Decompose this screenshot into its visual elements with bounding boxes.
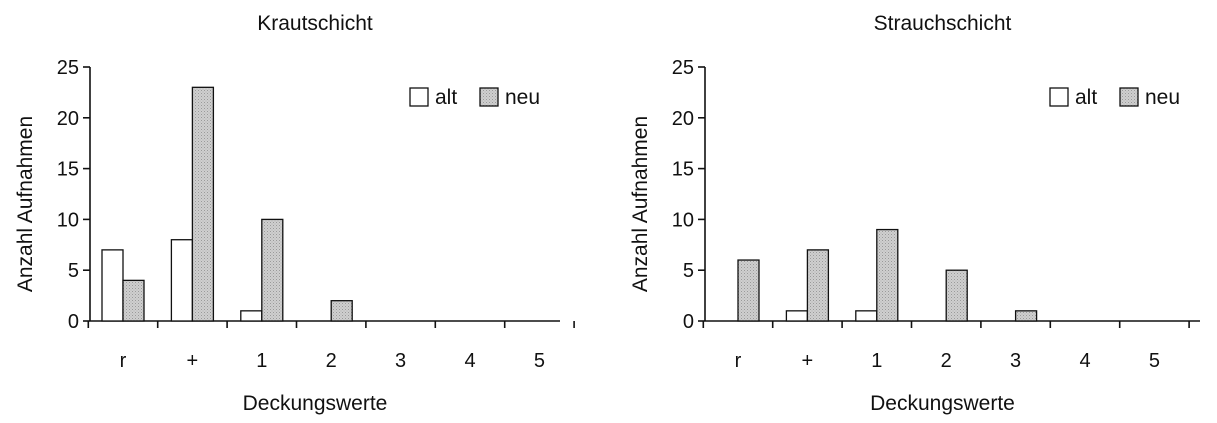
y-tick-label: 5 [683, 260, 694, 282]
bar-neu-+ [806, 249, 830, 322]
y-tick-label: 20 [57, 108, 79, 130]
bar-alt-1 [240, 310, 263, 322]
legend-swatch-alt [1049, 87, 1069, 107]
bar-neu-r [737, 259, 760, 322]
y-tick-label: 0 [68, 311, 79, 333]
x-tick-label: r [120, 350, 127, 372]
bar-alt-1 [855, 310, 878, 322]
y-tick-label: 20 [672, 108, 694, 130]
chart-panel-2: Strauchschicht 0 5 10 15 20 25 r +1 2 3 4 5 Deckungsw… [629, 12, 1200, 415]
x-axis-label: Deckungswerte [870, 392, 1015, 415]
x-tick-label: 1 [256, 350, 267, 372]
legend: alt neu [409, 86, 540, 109]
bar-alt-r [101, 249, 124, 322]
x-tick-label: 4 [464, 350, 475, 372]
legend-label-neu: neu [505, 86, 540, 109]
x-tick-label: 1 [871, 350, 882, 372]
legend-label-alt: alt [435, 86, 457, 109]
y-axis-label: Anzahl Aufnahmen [629, 116, 652, 292]
chart-title: Krautschicht [257, 12, 373, 35]
x-tick-label: 5 [534, 350, 545, 372]
bar-neu-2 [330, 300, 353, 322]
chart-title: Strauchschicht [874, 12, 1012, 35]
y-tick-label: 5 [68, 260, 79, 282]
y-tick-label: 10 [672, 209, 694, 231]
bar-neu-1 [876, 228, 899, 322]
x-tick-label: 3 [395, 350, 406, 372]
legend: alt neu [1049, 86, 1180, 109]
bar-alt-+ [170, 239, 194, 322]
bar-neu-r [122, 279, 145, 322]
y-tick-label: 0 [683, 311, 694, 333]
legend-swatch-neu [479, 87, 499, 107]
x-tick-label: 4 [1079, 350, 1090, 372]
x-tick-label: 5 [1149, 350, 1160, 372]
bar-neu-2 [945, 269, 968, 322]
y-tick-label: 10 [57, 209, 79, 231]
x-tick-label: 2 [941, 350, 952, 372]
legend-swatch-neu [1119, 87, 1139, 107]
y-tick-label: 25 [672, 57, 694, 79]
x-tick-label: 2 [326, 350, 337, 372]
x-axis-label: Deckungswerte [243, 392, 388, 415]
x-tick-label: 3 [1010, 350, 1021, 372]
y-axis-label: Anzahl Aufnahmen [14, 116, 37, 292]
legend-label-alt: alt [1075, 86, 1097, 109]
x-tick-label: r [735, 350, 742, 372]
bar-alt-+ [785, 310, 809, 322]
y-tick-label: 15 [57, 159, 79, 181]
legend-swatch-alt [409, 87, 429, 107]
chart-panel-1: Krautschicht 0 5 10 15 20 25 r +1 2 3 4 5 Deckungswer… [14, 12, 575, 415]
bar-neu-3 [1014, 310, 1038, 322]
y-tick-label: 15 [672, 159, 694, 181]
legend-label-neu: neu [1145, 86, 1180, 109]
y-tick-label: 25 [57, 57, 79, 79]
bar-neu-+ [191, 86, 215, 322]
bar-neu-1 [261, 218, 284, 322]
x-tick-label: + [187, 350, 199, 372]
x-tick-label: + [802, 350, 814, 372]
